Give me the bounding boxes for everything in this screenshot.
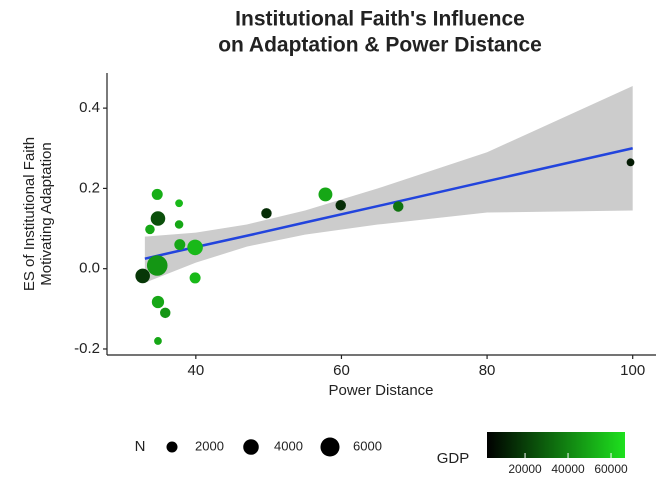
y-tick-label: 0.0 — [79, 260, 100, 277]
size-legend-key — [166, 441, 178, 453]
x-tick-label: 40 — [187, 362, 204, 379]
x-axis-label: Power Distance — [328, 382, 433, 399]
point — [135, 268, 150, 284]
color-legend-title: GDP — [437, 450, 470, 467]
point — [261, 208, 272, 219]
x-tick-label: 60 — [333, 362, 350, 379]
point — [335, 200, 346, 211]
point — [318, 187, 333, 202]
size-legend-title: N — [135, 438, 146, 455]
point — [187, 239, 203, 256]
size-legend-label: 6000 — [353, 438, 382, 453]
point — [160, 307, 171, 319]
point — [174, 220, 184, 229]
point — [145, 224, 155, 235]
size-legend-key — [320, 437, 340, 457]
point — [175, 199, 183, 208]
size-legend-label: 4000 — [274, 438, 303, 453]
point — [393, 201, 404, 212]
y-axis-label: Motivating Adaptation — [38, 142, 55, 285]
point — [151, 188, 163, 200]
chart-title: Institutional Faith's Influence — [235, 8, 525, 31]
y-tick-label: 0.2 — [79, 179, 100, 196]
size-legend-label: 2000 — [195, 438, 224, 453]
x-tick-label: 100 — [620, 362, 645, 379]
y-tick-label: -0.2 — [74, 340, 100, 357]
point — [154, 337, 162, 345]
point — [174, 239, 186, 251]
color-tick-label: 20000 — [508, 462, 542, 476]
size-legend-key — [243, 439, 259, 455]
confidence-band — [144, 86, 633, 283]
y-tick-label: 0.4 — [79, 99, 100, 116]
color-tick-label: 60000 — [594, 462, 628, 476]
color-tick-label: 40000 — [551, 462, 585, 476]
point — [150, 211, 166, 226]
y-axis-label: ES of Institutional Faith — [21, 137, 38, 291]
point — [146, 255, 168, 276]
point — [151, 295, 165, 309]
color-bar — [487, 432, 625, 458]
x-tick-label: 80 — [479, 362, 496, 379]
point — [189, 272, 201, 284]
chart-title: on Adaptation & Power Distance — [218, 34, 542, 57]
point — [626, 158, 635, 167]
